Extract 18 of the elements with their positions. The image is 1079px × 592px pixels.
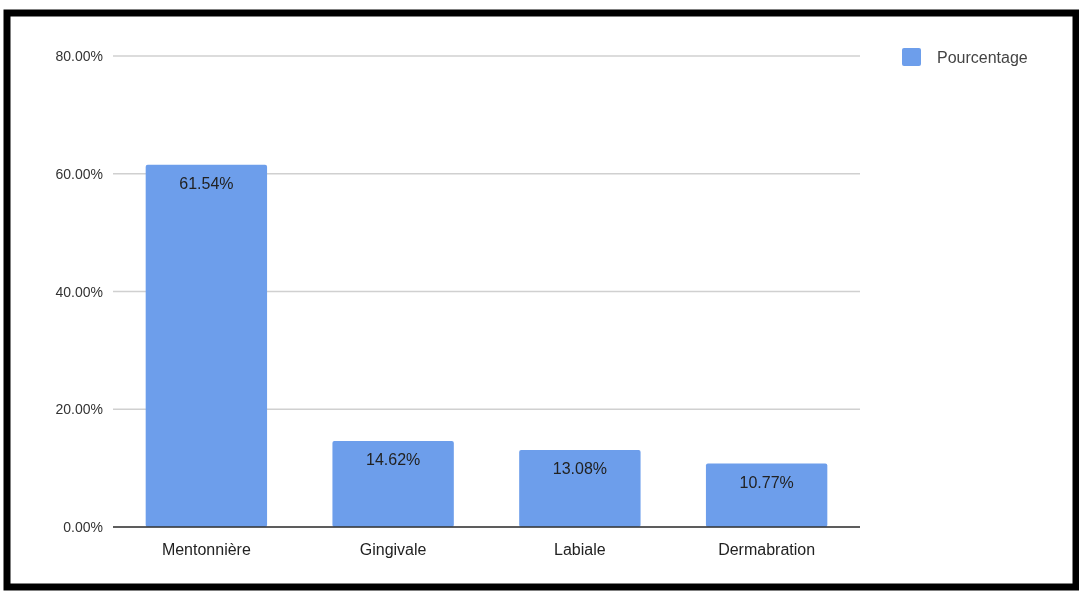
legend-label: Pourcentage [937, 49, 1028, 66]
y-tick-label: 20.00% [55, 401, 103, 418]
x-tick-label: Gingivale [359, 541, 427, 558]
data-label: 61.54% [179, 174, 234, 192]
bar [705, 463, 828, 527]
data-label: 14.62% [365, 450, 421, 468]
y-tick-label: 0.00% [63, 519, 103, 535]
data-label: 13.08% [552, 459, 608, 477]
x-tick-label: Dermabration [718, 541, 816, 558]
bar [145, 164, 268, 527]
y-tick-label: 80.00% [55, 48, 103, 64]
bar [332, 440, 454, 527]
y-tick-label: 40.00% [55, 283, 103, 300]
bar [519, 449, 641, 527]
x-tick-label: Labiale [554, 541, 606, 558]
x-tick-label: Mentonnière [161, 541, 251, 558]
data-label: 10.77% [739, 473, 794, 491]
y-tick-label: 60.00% [55, 165, 103, 182]
